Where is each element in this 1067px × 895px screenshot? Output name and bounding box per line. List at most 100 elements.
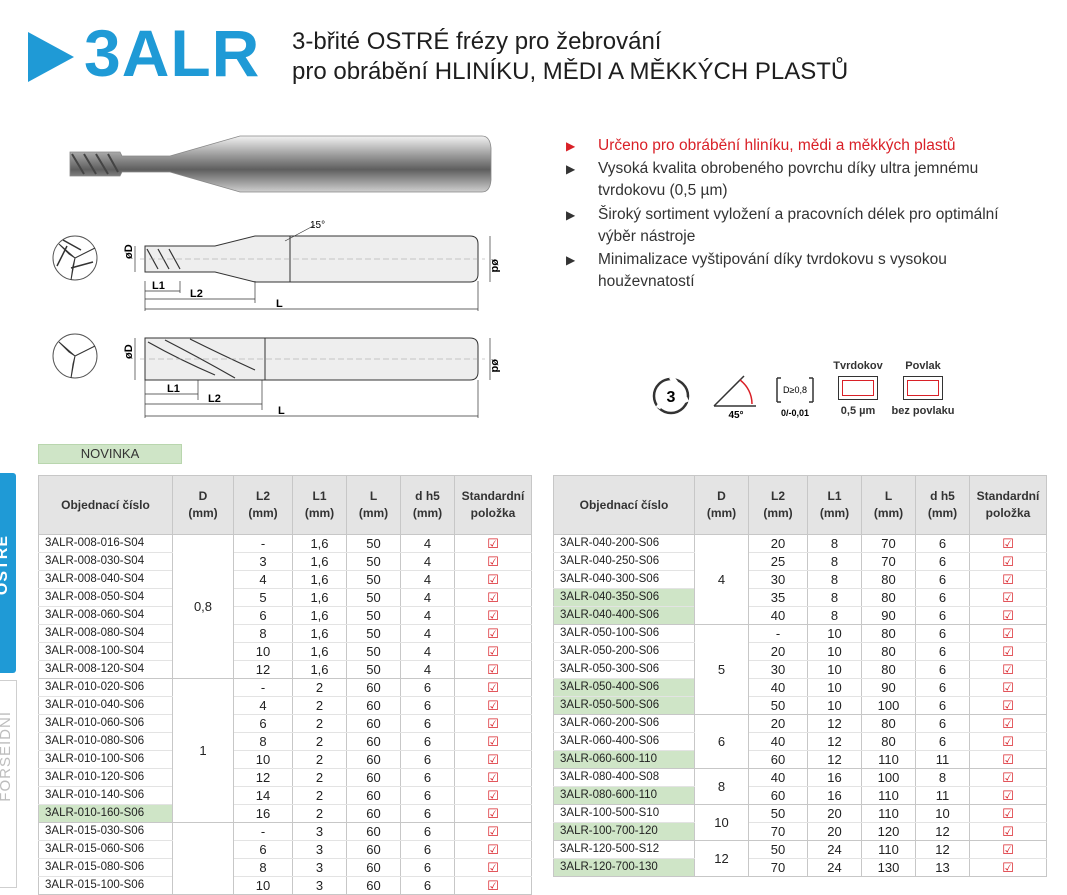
l2-cell: 12 (233, 768, 293, 787)
svg-text:0/-0,01: 0/-0,01 (781, 408, 809, 418)
table-row: 3ALR-100-700-120 70 20 120 12 ☑ (553, 822, 1047, 841)
diameter-cell (172, 822, 234, 895)
order-code-cell: 3ALR-008-040-S04 (38, 570, 173, 589)
l2-cell: 10 (233, 750, 293, 769)
l1-cell: 3 (292, 840, 347, 859)
order-code-cell: 3ALR-050-200-S06 (553, 642, 695, 661)
product-code-title: 3ALR (84, 16, 261, 90)
table-row: 3ALR-010-120-S06 12 2 60 6 ☑ (38, 768, 532, 787)
shank-diameter-cell: 6 (400, 750, 455, 769)
svg-text:ød: ød (489, 259, 501, 272)
order-code-cell: 3ALR-060-600-110 (553, 750, 695, 769)
standard-item-check-icon: ☑ (454, 840, 532, 859)
l-cell: 70 (861, 552, 916, 571)
l-cell: 80 (861, 570, 916, 589)
l1-cell: 1,6 (292, 624, 347, 643)
l2-cell: 6 (233, 606, 293, 625)
table-row: 3ALR-010-040-S06 4 2 60 6 ☑ (38, 696, 532, 715)
svg-text:3: 3 (667, 389, 676, 406)
l2-cell: 10 (233, 642, 293, 661)
table-row: 3ALR-008-120-S04 12 1,6 50 4 ☑ (38, 660, 532, 679)
standard-item-check-icon: ☑ (969, 804, 1047, 823)
order-code-cell: 3ALR-010-020-S06 (38, 678, 173, 697)
table-row: 3ALR-008-050-S04 5 1,6 50 4 ☑ (38, 588, 532, 607)
order-code-cell: 3ALR-050-400-S06 (553, 678, 695, 697)
l2-cell: 20 (748, 642, 808, 661)
svg-text:L2: L2 (190, 288, 203, 300)
shank-diameter-cell: 4 (400, 570, 455, 589)
table-row: 3ALR-010-140-S06 14 2 60 6 ☑ (38, 786, 532, 805)
l1-cell: 10 (807, 678, 862, 697)
order-code-cell: 3ALR-100-500-S10 (553, 804, 695, 823)
l2-cell: 6 (233, 840, 293, 859)
standard-item-check-icon: ☑ (454, 750, 532, 769)
l1-cell: 1,6 (292, 660, 347, 679)
order-code-cell: 3ALR-050-300-S06 (553, 660, 695, 679)
order-code-cell: 3ALR-008-016-S04 (38, 534, 173, 553)
standard-item-check-icon: ☑ (969, 606, 1047, 625)
shank-diameter-cell: 6 (915, 642, 970, 661)
l-cell: 100 (861, 696, 916, 715)
shank-diameter-cell: 6 (915, 552, 970, 571)
l-cell: 50 (346, 660, 401, 679)
shank-diameter-cell: 6 (400, 840, 455, 859)
sidetab-ostre[interactable]: OSTRÉ (0, 473, 16, 673)
column-header: D (mm) (172, 475, 234, 535)
order-code-cell: 3ALR-120-500-S12 (553, 840, 695, 859)
table-row: 3ALR-100-500-S10 10 50 20 110 10 ☑ (553, 804, 1047, 841)
l1-cell: 10 (807, 624, 862, 643)
svg-text:D≥0,8: D≥0,8 (783, 385, 807, 395)
standard-item-check-icon: ☑ (454, 534, 532, 553)
svg-text:15°: 15° (310, 220, 325, 231)
povlak-label: Povlak (905, 360, 941, 372)
standard-item-check-icon: ☑ (969, 840, 1047, 859)
l1-cell: 1,6 (292, 534, 347, 553)
l2-cell: - (233, 822, 293, 841)
l-cell: 60 (346, 732, 401, 751)
l1-cell: 1,6 (292, 642, 347, 661)
l1-cell: 10 (807, 660, 862, 679)
l-cell: 120 (861, 822, 916, 841)
table-row: 3ALR-008-060-S04 6 1,6 50 4 ☑ (38, 606, 532, 625)
povlak-value: bez povlaku (891, 405, 955, 417)
l-cell: 50 (346, 624, 401, 643)
standard-item-check-icon: ☑ (969, 786, 1047, 805)
svg-text:L1: L1 (167, 383, 180, 395)
bullet-arrow-icon: ▶ (566, 208, 576, 222)
standard-item-check-icon: ☑ (454, 606, 532, 625)
order-code-cell: 3ALR-015-080-S06 (38, 858, 173, 877)
standard-item-check-icon: ☑ (454, 768, 532, 787)
l1-cell: 16 (807, 768, 862, 787)
flute-section-icon (52, 235, 98, 281)
l-cell: 80 (861, 624, 916, 643)
shank-diameter-cell: 4 (400, 660, 455, 679)
l1-cell: 2 (292, 804, 347, 823)
l1-cell: 12 (807, 750, 862, 769)
standard-item-check-icon: ☑ (454, 678, 532, 697)
feature-item-2: ▶ Vysoká kvalita obrobeného povrchu díky… (566, 160, 979, 199)
shank-diameter-cell: 6 (400, 714, 455, 733)
column-header: Standardní položka (969, 475, 1047, 535)
l1-cell: 3 (292, 822, 347, 841)
sidetab-second[interactable]: FORSEIDNÍ (0, 680, 17, 888)
diameter-cell: 12 (694, 840, 749, 877)
l-cell: 50 (346, 588, 401, 607)
header-subtitle-line1: 3-břité OSTRÉ frézy pro žebrování (292, 28, 662, 55)
shank-diameter-cell: 12 (915, 840, 970, 859)
order-code-cell: 3ALR-015-030-S06 (38, 822, 173, 841)
l2-cell: 6 (233, 714, 293, 733)
table-header-row: Objednací číslo D (mm) L2 (mm) L1 (mm) L (mm… (38, 475, 532, 535)
l1-cell: 2 (292, 750, 347, 769)
l-cell: 50 (346, 606, 401, 625)
order-code-cell: 3ALR-040-250-S06 (553, 552, 695, 571)
order-code-cell: 3ALR-008-050-S04 (38, 588, 173, 607)
standard-item-check-icon: ☑ (969, 534, 1047, 553)
l2-cell: 5 (233, 588, 293, 607)
table-row: 3ALR-040-250-S06 25 8 70 6 ☑ (553, 552, 1047, 571)
l1-cell: 2 (292, 714, 347, 733)
table-row: 3ALR-008-040-S04 4 1,6 50 4 ☑ (38, 570, 532, 589)
shank-diameter-cell: 6 (915, 660, 970, 679)
l2-cell: 50 (748, 696, 808, 715)
l2-cell: 60 (748, 750, 808, 769)
l-cell: 130 (861, 858, 916, 877)
